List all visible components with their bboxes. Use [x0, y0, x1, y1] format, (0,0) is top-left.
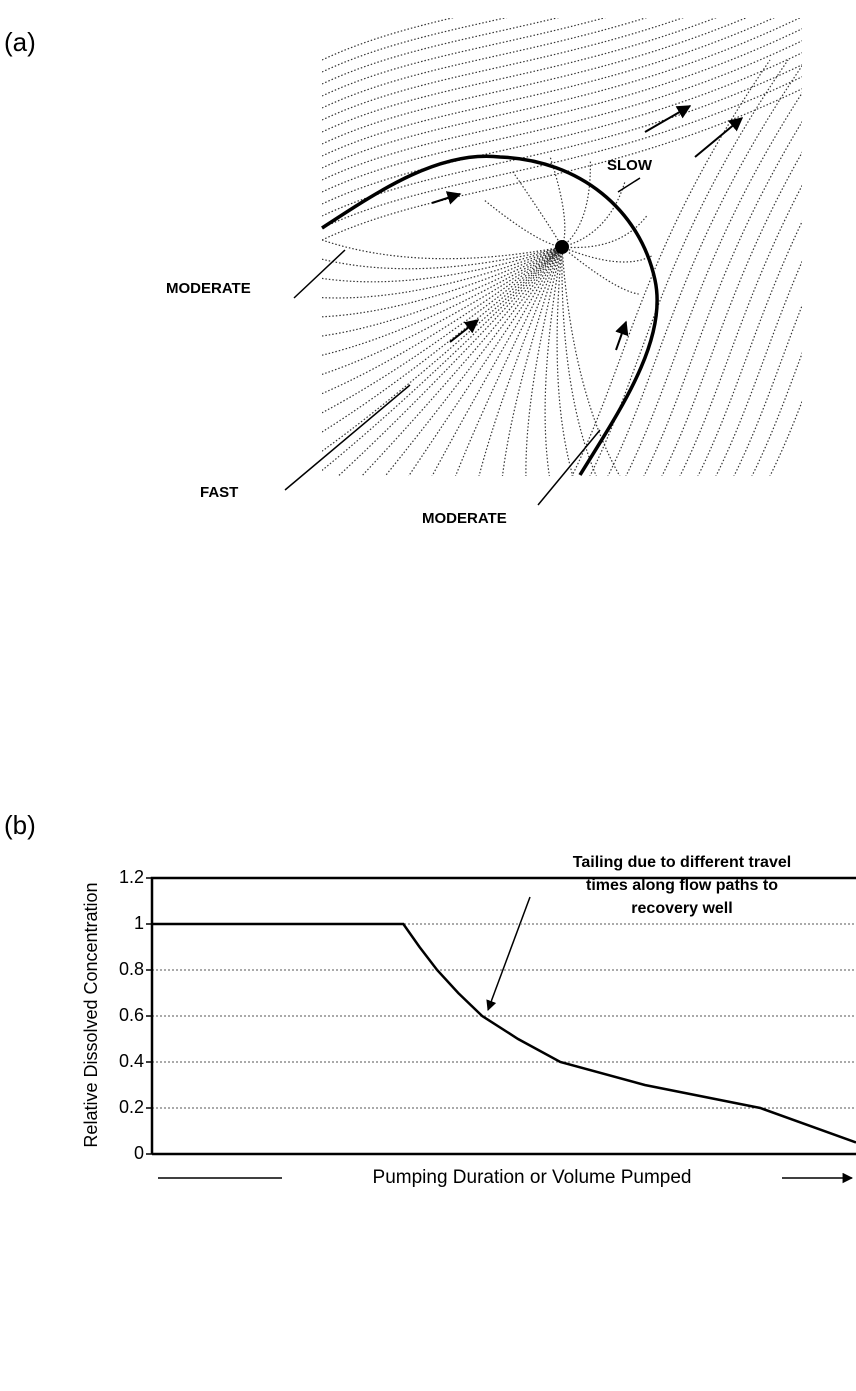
streamline: [322, 246, 563, 283]
streamline: [322, 246, 563, 395]
streamline: [556, 246, 574, 476]
streamline: [715, 260, 802, 476]
streamline: [322, 246, 563, 299]
streamline: [322, 246, 563, 471]
y-tick-label: 0: [134, 1143, 144, 1163]
streamline: [751, 351, 802, 476]
streamline: [322, 246, 563, 337]
panel-label: (b): [4, 810, 36, 840]
flow-diagram: (a) SLOW MODERATE FAST MODERATE: [4, 18, 802, 527]
label-fast: FAST: [200, 484, 238, 501]
streamline: [679, 184, 802, 476]
y-tick-label: 0.2: [119, 1097, 144, 1117]
streamline: [322, 76, 802, 229]
annotation-line: Tailing due to different travel: [573, 854, 791, 871]
recovery-well: [555, 240, 569, 254]
streamline: [322, 18, 717, 133]
label-moderate: MODERATE: [422, 510, 507, 527]
streamline: [322, 246, 563, 318]
annotation-arrow: [486, 896, 531, 1011]
streamline: [561, 182, 626, 248]
streamline: [769, 399, 802, 476]
streamline: [322, 246, 563, 375]
streamline: [571, 59, 771, 476]
streamline: [733, 304, 802, 476]
streamline: [322, 239, 563, 260]
streamline: [525, 246, 563, 476]
x-axis-label: Pumping Duration or Volume Pumped: [373, 1167, 692, 1188]
streamline: [561, 246, 597, 476]
streamline: [478, 246, 563, 476]
streamline: [561, 246, 652, 263]
streamline: [561, 161, 591, 248]
streamline: [643, 120, 802, 476]
streamline: [697, 220, 802, 476]
streamline: [322, 18, 606, 97]
y-tick-label: 1: [134, 913, 144, 933]
streamline: [549, 157, 566, 248]
streamline: [322, 246, 563, 270]
annotation: Tailing due to different travel times al…: [573, 854, 791, 917]
streamline: [607, 64, 802, 476]
annotation-line: recovery well: [631, 900, 732, 917]
streamline: [322, 18, 775, 157]
annotation-line: times along flow paths to: [586, 877, 778, 894]
y-tick-label: 0.4: [119, 1051, 144, 1071]
streamline: [589, 59, 789, 476]
streamlines: [322, 18, 802, 476]
streamline: [454, 246, 563, 476]
streamline: [322, 18, 560, 85]
streamline: [322, 246, 563, 433]
y-tick-label: 0.6: [119, 1005, 144, 1025]
streamline: [322, 88, 802, 241]
streamline: [322, 28, 802, 181]
streamline: [484, 200, 563, 248]
streamline: [322, 246, 563, 356]
streamline: [322, 18, 508, 73]
y-tick-label: 0.8: [119, 959, 144, 979]
streamline: [431, 246, 563, 476]
streamline: [322, 18, 455, 61]
panel-label: (a): [4, 27, 36, 57]
plot-frame: [150, 876, 856, 1156]
y-tick-label: 1.2: [119, 867, 144, 887]
streamline: [322, 18, 801, 169]
chart: (b) Relative Dissolved Concentration Pum…: [4, 810, 856, 1188]
streamline: [322, 18, 684, 121]
streamline: [561, 246, 639, 295]
streamline: [322, 18, 648, 109]
streamline: [360, 246, 563, 476]
label-slow: SLOW: [607, 157, 653, 174]
streamline: [322, 246, 563, 452]
capture-zone: [321, 154, 659, 476]
streamline: [561, 246, 621, 476]
streamline: [661, 151, 802, 476]
label-moderate: MODERATE: [166, 280, 251, 297]
label-pointers: [284, 177, 641, 506]
flow-arrows: [431, 105, 744, 351]
concentration-curve: [152, 922, 856, 1144]
streamline: [322, 246, 563, 414]
streamline: [384, 246, 563, 476]
streamline: [501, 246, 563, 476]
y-axis-label: Relative Dissolved Concentration: [81, 882, 101, 1147]
streamline: [625, 92, 802, 476]
streamline: [322, 52, 802, 205]
streamline: [322, 40, 802, 193]
streamline: [407, 246, 563, 476]
streamline: [544, 246, 563, 476]
